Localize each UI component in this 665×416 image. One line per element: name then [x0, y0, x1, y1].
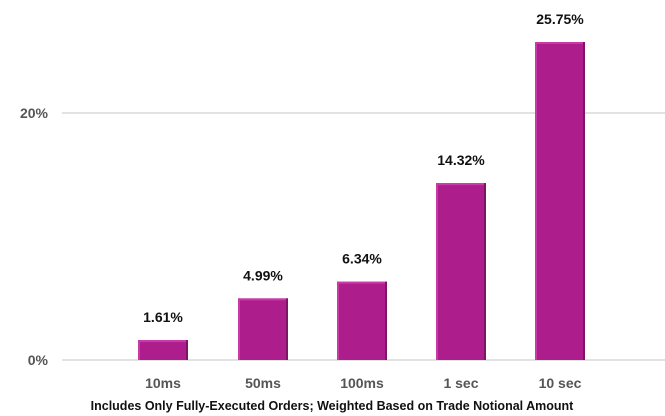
- data-label: 6.34%: [342, 251, 382, 267]
- bar: [337, 281, 387, 360]
- x-tick-label: 50ms: [245, 375, 281, 391]
- y-tick-label: 20%: [20, 105, 49, 121]
- data-label: 4.99%: [243, 267, 283, 283]
- data-label: 25.75%: [536, 11, 584, 27]
- x-axis-category-labels: 10ms 50ms 100ms 1 sec 10 sec: [145, 375, 582, 391]
- x-tick-label: 100ms: [340, 375, 384, 391]
- y-tick-label: 0%: [28, 352, 49, 368]
- data-label: 1.61%: [143, 309, 183, 325]
- bar: [238, 298, 288, 360]
- bars: [138, 42, 585, 360]
- x-tick-label: 10ms: [145, 375, 181, 391]
- y-axis-tick-labels: 0% 20%: [20, 105, 49, 368]
- x-tick-label: 10 sec: [539, 375, 582, 391]
- bar: [138, 340, 188, 360]
- data-label: 14.32%: [437, 152, 485, 168]
- x-axis-caption: Includes Only Fully-Executed Orders; Wei…: [91, 399, 575, 413]
- bar: [535, 42, 585, 360]
- bar: [436, 183, 486, 360]
- x-tick-label: 1 sec: [443, 375, 478, 391]
- data-labels: 1.61% 4.99% 6.34% 14.32% 25.75%: [143, 11, 584, 325]
